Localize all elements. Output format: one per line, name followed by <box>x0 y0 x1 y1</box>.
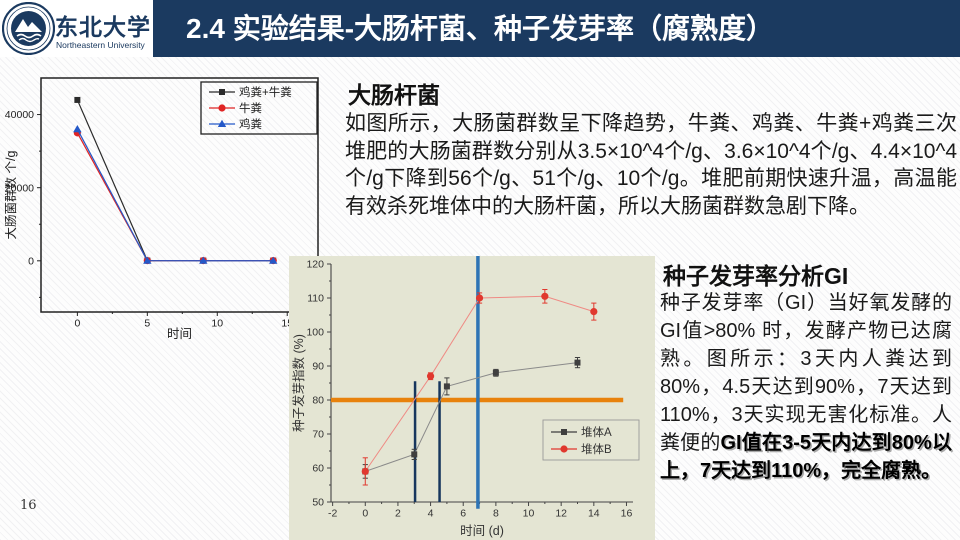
germination-chart-svg: -2 0 2 4 6 8 10 12 14 16 50 60 70 80 90 100 110 120 时间 (d)… <box>289 256 655 540</box>
svg-text:10: 10 <box>523 508 535 520</box>
page-number: 16 <box>20 498 37 513</box>
svg-text:0: 0 <box>362 508 368 520</box>
page-title: 2.4 实验结果-大肠杆菌、种子发芽率（腐熟度） <box>186 13 775 44</box>
svg-text:2: 2 <box>395 508 401 520</box>
coliform-heading: 大肠杆菌 <box>348 82 440 108</box>
svg-text:14: 14 <box>588 508 600 520</box>
svg-text:10: 10 <box>211 318 223 330</box>
svg-text:60: 60 <box>312 463 324 475</box>
svg-text:20000: 20000 <box>5 182 34 194</box>
svg-text:12: 12 <box>555 508 567 520</box>
coliform-chart: 0 5 10 15 0 20000 40000 时间 大肠菌群数 个/g 鸡粪+牛粪牛粪鸡粪 <box>3 70 325 342</box>
svg-text:5: 5 <box>144 318 150 330</box>
svg-text:鸡粪+牛粪: 鸡粪+牛粪 <box>239 85 292 99</box>
svg-text:鸡粪: 鸡粪 <box>239 117 262 131</box>
header: 2.4 实验结果-大肠杆菌、种子发芽率（腐熟度） 东北大学 Northeaste… <box>0 0 960 57</box>
svg-text:0: 0 <box>74 318 80 330</box>
svg-text:时间: 时间 <box>167 327 192 341</box>
svg-text:4: 4 <box>428 508 434 520</box>
svg-text:16: 16 <box>621 508 633 520</box>
svg-text:80: 80 <box>312 395 324 407</box>
gi-body: 种子发芽率（GI）当好氧发酵的GI值>80% 时，发酵产物已达腐熟。图所示：3天… <box>660 289 952 485</box>
svg-text:15: 15 <box>281 318 293 330</box>
gi-body-normal: 种子发芽率（GI）当好氧发酵的GI值>80% 时，发酵产物已达腐熟。图所示：3天… <box>660 292 952 454</box>
svg-text:40000: 40000 <box>5 109 34 121</box>
svg-text:0: 0 <box>28 255 34 267</box>
svg-text:100: 100 <box>306 327 324 339</box>
logo-cn-name: 东北大学 <box>55 14 151 41</box>
svg-text:时间 (d): 时间 (d) <box>460 524 504 538</box>
svg-text:110: 110 <box>307 293 324 305</box>
svg-text:90: 90 <box>312 361 324 373</box>
university-logo: 东北大学 Northeastern University <box>0 0 153 57</box>
svg-text:堆体B: 堆体B <box>581 442 612 456</box>
svg-text:6: 6 <box>460 508 466 520</box>
university-emblem-icon <box>2 2 55 55</box>
svg-text:大肠菌群数 个/g: 大肠菌群数 个/g <box>5 151 18 240</box>
germination-chart: -2 0 2 4 6 8 10 12 14 16 50 60 70 80 90 100 110 120 时间 (d)… <box>289 256 655 540</box>
svg-text:120: 120 <box>306 259 324 271</box>
gi-body-bold: GI值在3-5天内达到80%以上，7天达到110%，完全腐熟。 <box>660 432 952 482</box>
gi-heading: 种子发芽率分析GI <box>663 263 849 289</box>
svg-text:70: 70 <box>312 429 324 441</box>
svg-text:50: 50 <box>312 497 324 509</box>
coliform-body: 如图所示，大肠菌群数呈下降趋势，牛粪、鸡粪、牛粪+鸡粪三次堆肥的大肠菌群数分别从… <box>345 112 957 218</box>
svg-text:-2: -2 <box>328 508 337 520</box>
svg-text:堆体A: 堆体A <box>581 425 612 439</box>
svg-text:牛粪: 牛粪 <box>239 101 262 115</box>
logo-en-name: Northeastern University <box>56 40 145 50</box>
svg-text:8: 8 <box>493 508 499 520</box>
svg-text:种子发芽指数 (%): 种子发芽指数 (%) <box>291 334 306 432</box>
